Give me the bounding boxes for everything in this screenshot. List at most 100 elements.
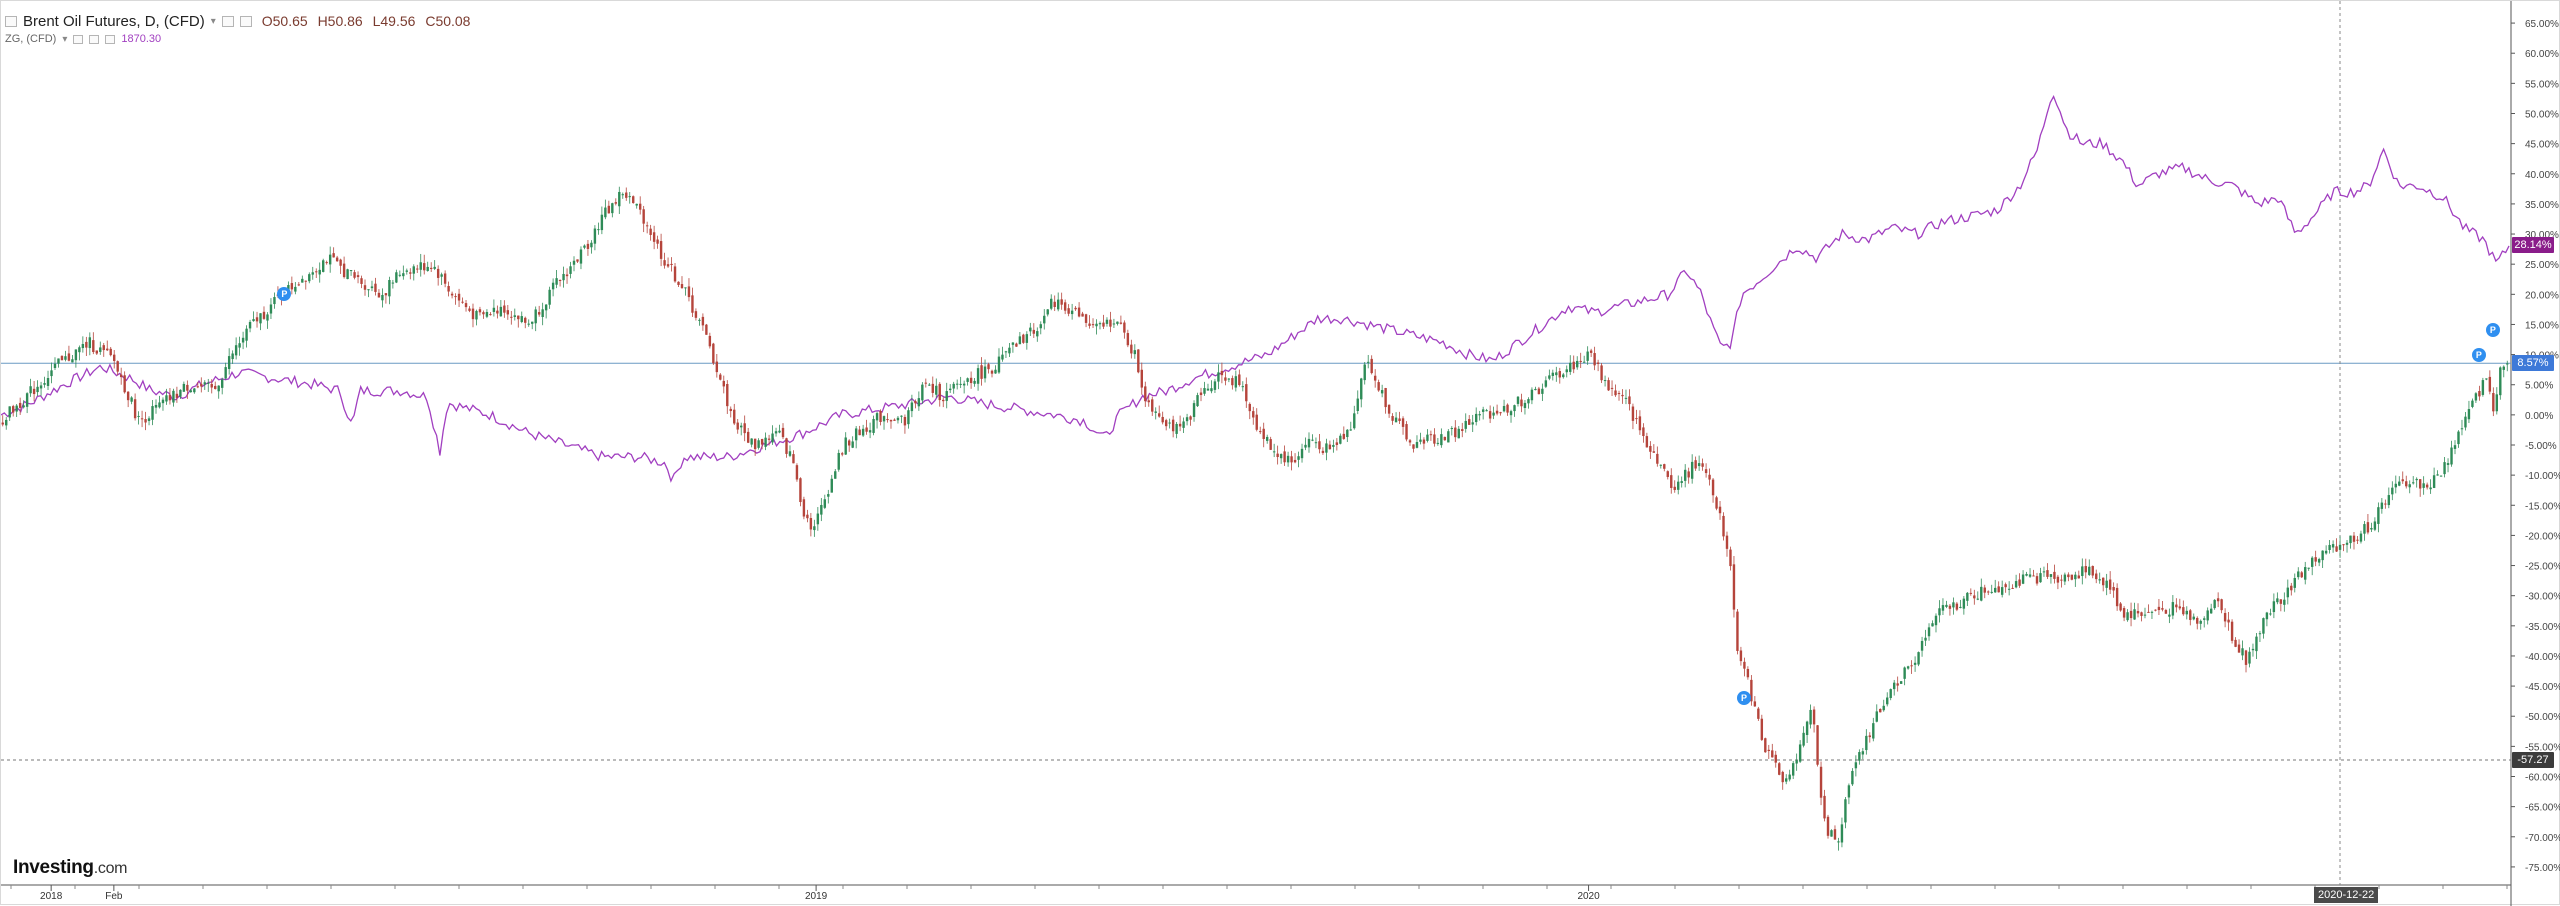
close-icon[interactable] bbox=[239, 15, 252, 27]
candle-body bbox=[1785, 778, 1788, 782]
collapse-icon[interactable] bbox=[5, 15, 17, 27]
compare-symbol[interactable]: ZG, (CFD) bbox=[5, 33, 57, 45]
candle-body bbox=[1589, 350, 1593, 353]
event-marker[interactable]: P bbox=[1737, 691, 1752, 706]
candle-body bbox=[1610, 387, 1614, 389]
candle-body bbox=[1084, 314, 1088, 323]
candle-body bbox=[1199, 392, 1203, 396]
candle-body bbox=[22, 405, 25, 408]
candle-body bbox=[255, 317, 259, 322]
candle-body bbox=[43, 383, 46, 385]
y-tick-label: -40.00% bbox=[2525, 652, 2560, 663]
candle-body bbox=[1683, 469, 1687, 481]
candle-body bbox=[1286, 455, 1290, 463]
candle-body bbox=[1433, 434, 1436, 444]
candle-body bbox=[182, 383, 186, 392]
candle-body bbox=[332, 253, 335, 258]
candle-body bbox=[1001, 354, 1004, 360]
candle-body bbox=[388, 279, 391, 297]
candle-body bbox=[1088, 323, 1091, 326]
close-icon[interactable] bbox=[105, 34, 116, 44]
candle-body bbox=[1558, 371, 1561, 378]
candle-body bbox=[1621, 394, 1624, 397]
chevron-down-icon[interactable]: ▾ bbox=[210, 15, 216, 27]
candle-body bbox=[872, 418, 875, 433]
candle-body bbox=[2443, 462, 2446, 475]
candle-body bbox=[1746, 668, 1750, 678]
candle-body bbox=[1931, 623, 1934, 627]
candle-body bbox=[558, 279, 562, 281]
candle-body bbox=[875, 413, 879, 421]
candle-body bbox=[1715, 497, 1718, 509]
candle-body bbox=[1464, 420, 1467, 429]
brent-last-value-badge: 8.57% bbox=[2512, 355, 2554, 372]
settings-icon[interactable] bbox=[89, 34, 100, 44]
candle-body bbox=[813, 526, 816, 531]
candle-body bbox=[851, 441, 854, 448]
candle-body bbox=[1997, 586, 2000, 593]
eye-icon[interactable] bbox=[73, 34, 84, 44]
logo-brand: Investing bbox=[13, 857, 94, 878]
candle-body bbox=[1987, 591, 1990, 593]
candle-body bbox=[1527, 399, 1530, 404]
candle-body bbox=[273, 297, 276, 305]
symbol-title[interactable]: Brent Oil Futures, D, (CFD) bbox=[23, 12, 205, 30]
candle-body bbox=[2223, 612, 2227, 622]
candle-body bbox=[140, 418, 144, 420]
candle-body bbox=[537, 312, 541, 315]
candle-body bbox=[945, 391, 948, 401]
candle-body bbox=[896, 417, 900, 421]
event-marker[interactable]: P bbox=[2471, 347, 2486, 362]
chevron-down-icon[interactable]: ▾ bbox=[62, 33, 68, 45]
candle-body bbox=[2258, 633, 2262, 635]
candle-body bbox=[792, 454, 795, 464]
candle-body bbox=[32, 388, 36, 395]
candle-body bbox=[18, 402, 22, 408]
candle-body bbox=[983, 366, 987, 379]
candle-body bbox=[980, 365, 983, 379]
candle-body bbox=[1778, 763, 1781, 775]
candle-body bbox=[2150, 611, 2154, 613]
candle-body bbox=[1687, 471, 1690, 478]
candle-body bbox=[210, 383, 213, 388]
event-marker[interactable]: P bbox=[2485, 323, 2500, 338]
candle-body bbox=[1534, 388, 1537, 391]
settings-icon[interactable] bbox=[221, 15, 234, 27]
candle-body bbox=[1481, 409, 1485, 412]
y-tick-label: 55.00% bbox=[2525, 79, 2559, 90]
candle-body bbox=[632, 196, 635, 203]
candle-body bbox=[328, 254, 332, 265]
candle-body bbox=[2209, 608, 2213, 614]
y-tick-label: 30.00% bbox=[2525, 230, 2559, 241]
candle-body bbox=[1520, 399, 1523, 407]
candle-body bbox=[1830, 830, 1833, 837]
candle-body bbox=[858, 429, 861, 436]
candle-body bbox=[1973, 595, 1976, 599]
candle-body bbox=[962, 383, 966, 386]
candle-body bbox=[1454, 427, 1457, 438]
candle-body bbox=[659, 241, 663, 259]
candle-body bbox=[656, 239, 659, 244]
candle-body bbox=[1649, 445, 1652, 452]
candle-body bbox=[1161, 416, 1164, 423]
candle-body bbox=[1447, 431, 1450, 443]
candle-body bbox=[2056, 576, 2060, 583]
candle-body bbox=[1492, 412, 1495, 416]
candle-body bbox=[342, 263, 346, 278]
candle-body bbox=[290, 283, 294, 290]
candle-body bbox=[1227, 378, 1231, 380]
candle-body bbox=[1802, 732, 1805, 746]
candle-body bbox=[1516, 396, 1520, 404]
candle-body bbox=[57, 358, 60, 364]
candle-body bbox=[1168, 422, 1171, 424]
candle-body bbox=[1652, 451, 1656, 453]
candle-body bbox=[1899, 681, 1903, 684]
candle-body bbox=[1628, 396, 1631, 405]
candle-body bbox=[1105, 319, 1109, 324]
event-marker[interactable]: P bbox=[277, 287, 292, 302]
candle-body bbox=[2324, 550, 2328, 554]
candle-body bbox=[2028, 574, 2032, 577]
candle-body bbox=[1600, 365, 1603, 381]
